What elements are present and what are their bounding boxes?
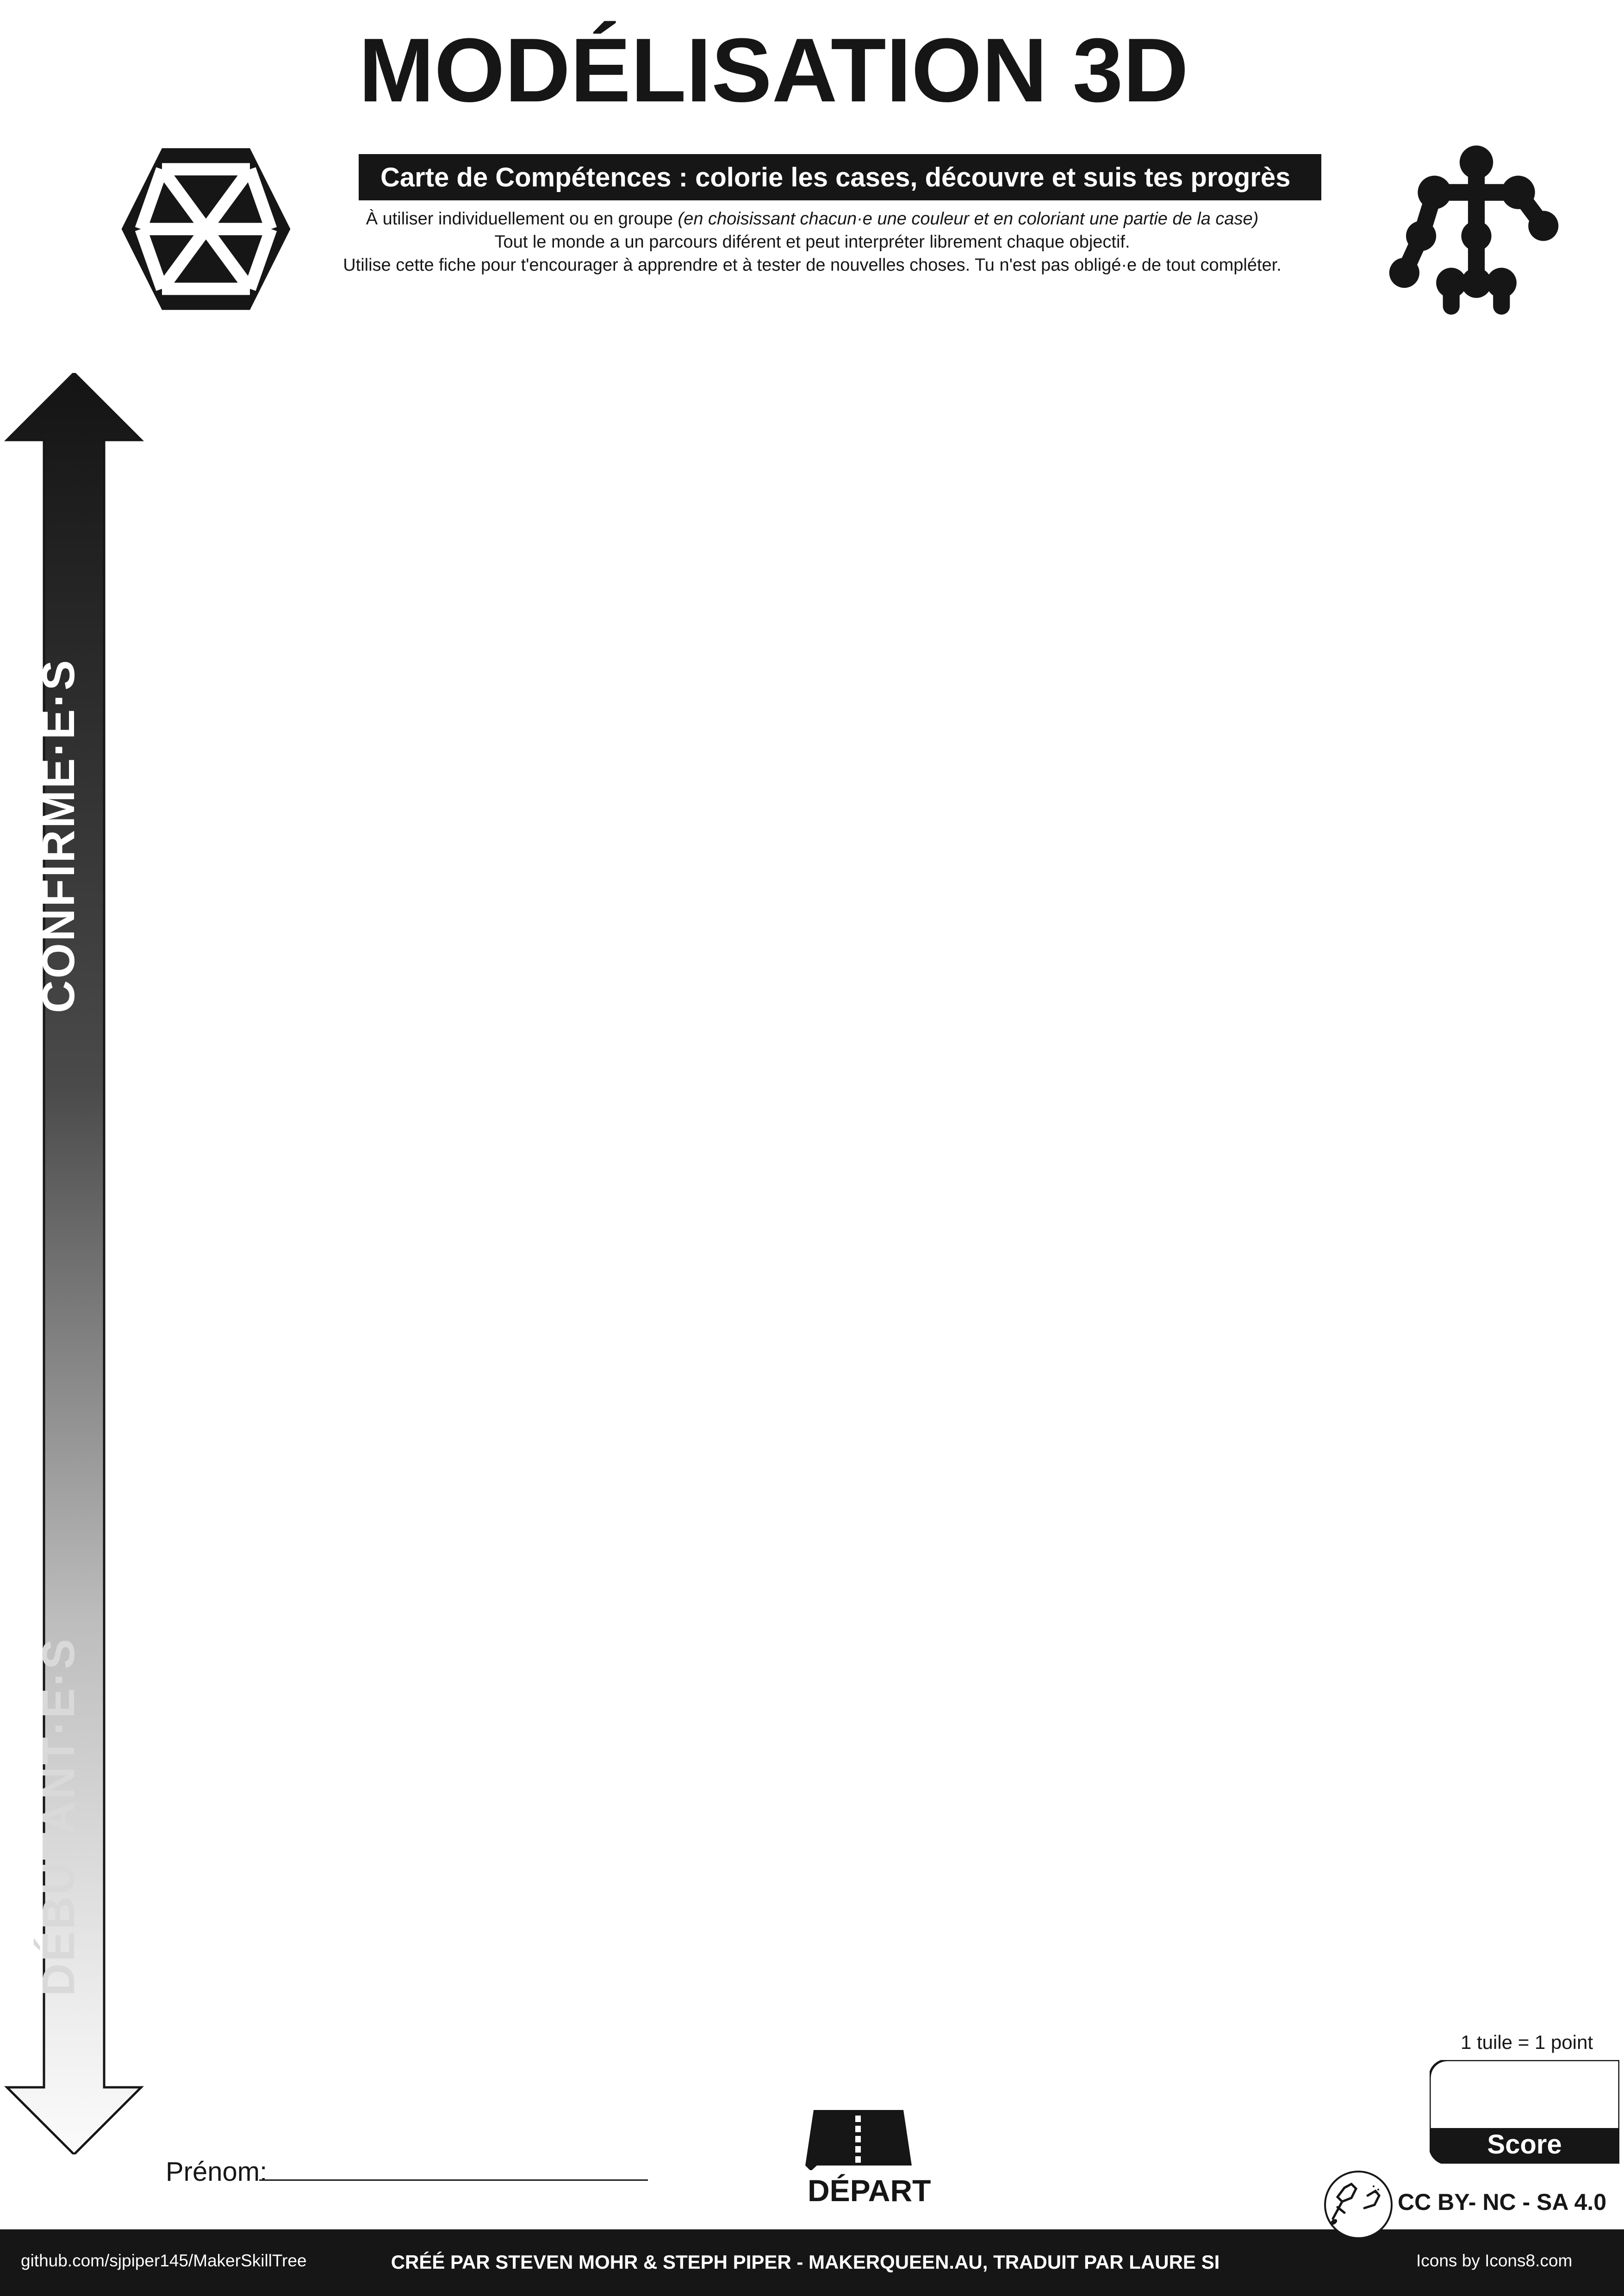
svg-text:CONFIRMÉ·E·S: CONFIRMÉ·E·S [33, 658, 84, 1013]
svg-text:DÉBUTANT·E·S: DÉBUTANT·E·S [33, 1637, 84, 1996]
svg-text:Score: Score [1487, 2129, 1562, 2159]
